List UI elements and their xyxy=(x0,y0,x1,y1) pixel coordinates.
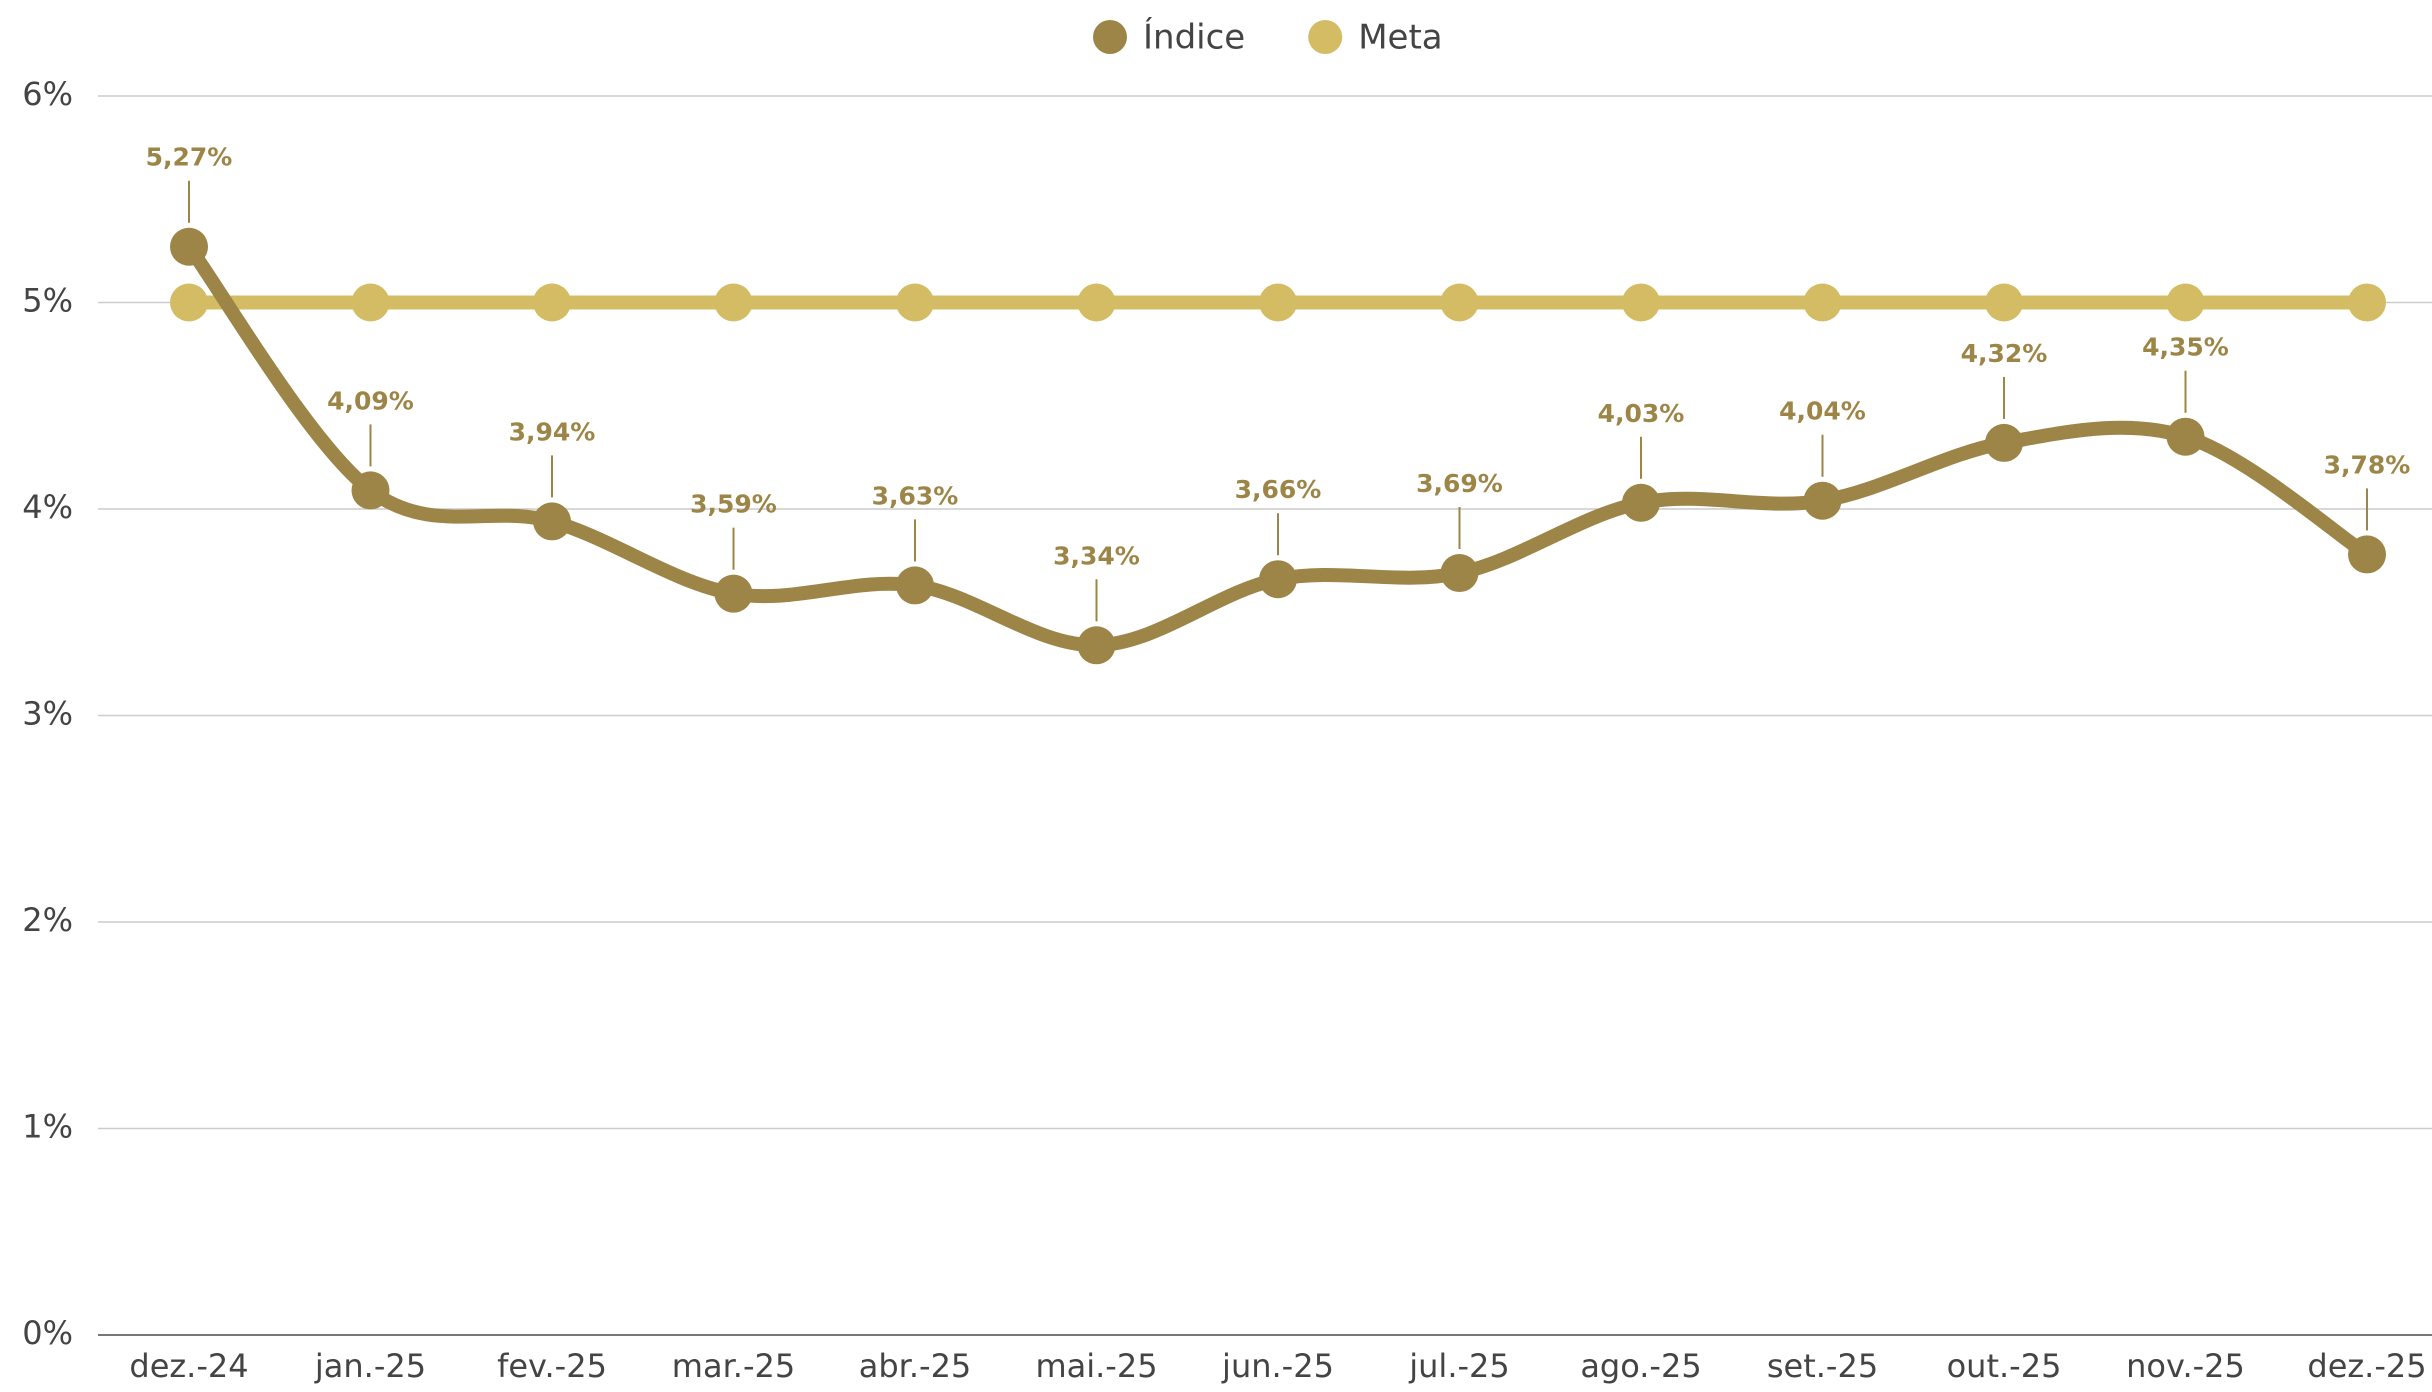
point xyxy=(1440,283,1479,322)
point xyxy=(1985,423,2023,462)
point xyxy=(1803,481,1842,520)
value-label: 3,63% xyxy=(872,481,959,510)
point xyxy=(1622,483,1660,522)
value-label: 4,32% xyxy=(1961,339,2048,368)
value-label: 3,34% xyxy=(1053,541,1140,570)
value-label: 5,27% xyxy=(146,143,233,172)
value-label: 3,78% xyxy=(2324,450,2411,479)
point xyxy=(533,283,571,322)
value-label: 4,04% xyxy=(1779,397,1866,426)
point xyxy=(2348,535,2386,574)
value-label: 3,59% xyxy=(690,490,777,519)
value-label: 3,69% xyxy=(1416,469,1503,498)
x-tick-label: jun.-25 xyxy=(1221,1347,1334,1385)
point xyxy=(1622,283,1660,322)
value-label: 4,03% xyxy=(1598,399,1685,428)
point xyxy=(1259,283,1297,322)
point xyxy=(351,283,390,322)
point xyxy=(533,502,571,541)
y-tick-label: 3% xyxy=(22,695,73,733)
x-tick-label: mai.-25 xyxy=(1035,1347,1157,1385)
legend-label: Índice xyxy=(1143,17,1245,58)
x-tick-label: mar.-25 xyxy=(672,1347,795,1385)
value-label: 3,66% xyxy=(1235,475,1322,504)
value-label: 4,35% xyxy=(2142,333,2229,362)
legend-swatch xyxy=(1093,20,1127,54)
point xyxy=(896,566,934,605)
value-label: 4,09% xyxy=(327,386,414,415)
point xyxy=(2348,283,2386,322)
y-tick-label: 4% xyxy=(22,488,73,526)
point xyxy=(170,227,208,266)
point xyxy=(896,283,934,322)
point xyxy=(351,471,390,510)
x-tick-label: dez.-24 xyxy=(129,1347,248,1385)
point xyxy=(2166,417,2205,456)
point xyxy=(1077,283,1116,322)
point xyxy=(1077,626,1116,665)
y-tick-label: 1% xyxy=(22,1108,73,1146)
x-tick-label: ago.-25 xyxy=(1580,1347,1701,1385)
y-tick-label: 5% xyxy=(22,282,73,320)
x-tick-label: abr.-25 xyxy=(859,1347,972,1385)
y-tick-label: 2% xyxy=(22,901,73,939)
point xyxy=(2166,283,2205,322)
x-tick-label: set.-25 xyxy=(1767,1347,1878,1385)
y-tick-label: 6% xyxy=(22,75,73,113)
point xyxy=(1440,554,1479,593)
x-tick-label: jul.-25 xyxy=(1408,1347,1510,1385)
legend-label: Meta xyxy=(1358,18,1442,58)
x-tick-label: out.-25 xyxy=(1947,1347,2062,1385)
x-tick-label: nov.-25 xyxy=(2126,1347,2245,1385)
y-tick-label: 0% xyxy=(22,1314,73,1352)
point xyxy=(714,574,753,613)
point xyxy=(1985,283,2023,322)
point xyxy=(714,283,753,322)
x-tick-label: dez.-25 xyxy=(2307,1347,2426,1385)
legend-swatch xyxy=(1308,20,1343,54)
value-label: 3,94% xyxy=(509,417,596,446)
point xyxy=(170,283,208,322)
x-tick-label: jan.-25 xyxy=(314,1347,426,1385)
x-tick-label: fev.-25 xyxy=(497,1347,607,1385)
point xyxy=(1803,283,1842,322)
point xyxy=(1259,560,1297,599)
